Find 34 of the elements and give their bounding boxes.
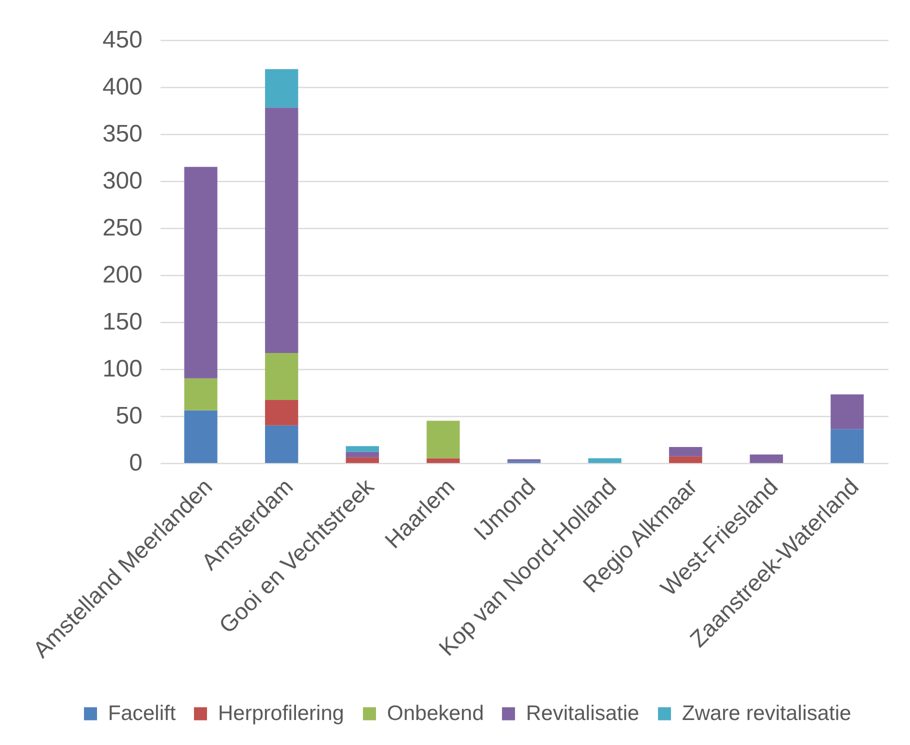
bar: [830, 394, 864, 430]
y-tick-label: 300: [102, 168, 142, 194]
bar: [184, 410, 218, 463]
bar: [669, 456, 702, 463]
bar: [265, 425, 298, 463]
bar: [184, 378, 218, 410]
bar: [669, 447, 702, 456]
y-tick-label: 200: [102, 262, 142, 288]
legend-label: Revitalisatie: [526, 702, 640, 725]
bar: [346, 457, 379, 463]
y-tick-label: 0: [129, 450, 142, 476]
legend-label: Herprofilering: [218, 702, 344, 725]
bar: [346, 452, 379, 458]
legend-label: Onbekend: [387, 702, 484, 725]
y-tick-label: 150: [102, 308, 142, 336]
y-tick-label: 50: [116, 402, 142, 430]
y-tick-label: 400: [102, 74, 142, 100]
bar: [184, 166, 218, 378]
y-tick-label: 100: [102, 356, 142, 382]
bar: [750, 454, 783, 463]
legend-label: Zware revitalisatie: [682, 702, 852, 725]
y-tick-label: 250: [102, 214, 142, 242]
bar: [346, 446, 379, 452]
legend-label: Facelift: [108, 702, 176, 725]
bar: [265, 353, 298, 400]
bar: [426, 420, 460, 458]
bar: [830, 429, 864, 463]
y-tick-label: 450: [102, 26, 142, 54]
y-tick-label: 350: [102, 120, 142, 148]
bar: [265, 108, 298, 354]
bar: [265, 69, 298, 108]
bar: [426, 458, 460, 463]
bar: [265, 400, 298, 426]
bar: [588, 458, 622, 463]
